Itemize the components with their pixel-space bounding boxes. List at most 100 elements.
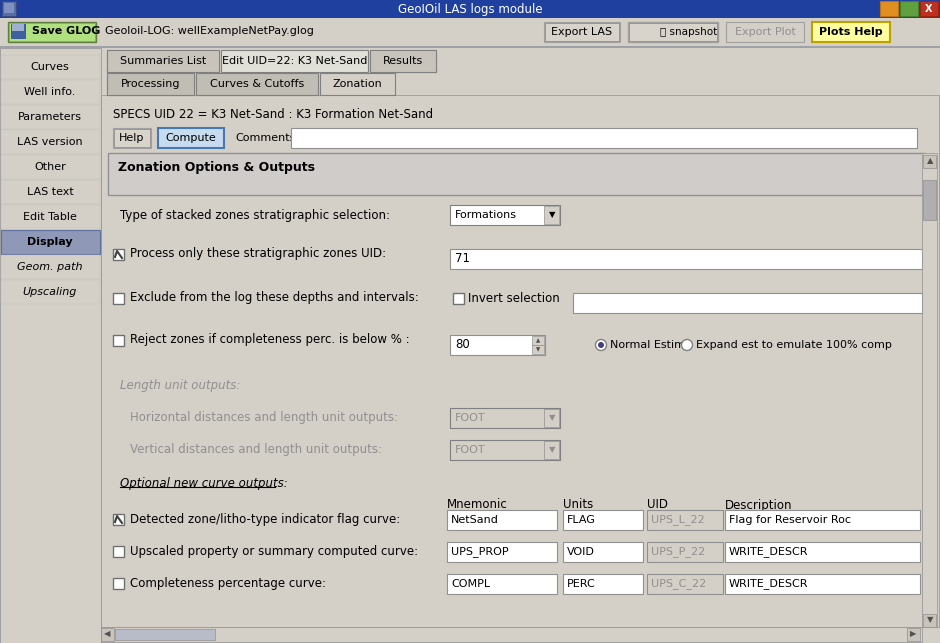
Text: Geom. path: Geom. path	[17, 262, 83, 272]
Bar	[647, 510, 723, 530]
Bar	[923, 614, 936, 627]
Text: Formations: Formations	[455, 210, 517, 220]
Bar	[647, 542, 723, 562]
Text: Other: Other	[34, 162, 66, 172]
Bar	[629, 23, 717, 41]
Bar	[450, 408, 560, 428]
Bar	[725, 542, 920, 562]
Text: ▼: ▼	[927, 615, 933, 624]
Bar	[725, 574, 920, 594]
Text: Horizontal distances and length unit outputs:: Horizontal distances and length unit out…	[130, 412, 398, 424]
Bar	[453, 293, 464, 304]
Bar	[320, 73, 395, 95]
Text: FOOT: FOOT	[455, 413, 486, 423]
Text: Save GLOG: Save GLOG	[32, 26, 101, 36]
Bar	[221, 50, 368, 72]
Bar	[2, 1, 16, 16]
Bar	[923, 155, 936, 168]
Bar	[450, 440, 560, 460]
Bar	[370, 52, 436, 72]
Text: ▼: ▼	[549, 210, 556, 219]
Text: Help: Help	[119, 133, 145, 143]
Text: X: X	[925, 3, 932, 14]
Text: GeoIOil LAS logs module: GeoIOil LAS logs module	[398, 3, 542, 15]
Bar	[291, 128, 917, 148]
Bar	[447, 510, 557, 530]
Text: UPS_C_22: UPS_C_22	[651, 579, 706, 590]
Bar	[0, 46, 940, 48]
Bar	[447, 542, 557, 562]
Text: Length unit outputs:: Length unit outputs:	[120, 379, 241, 392]
Text: LAS version: LAS version	[17, 137, 83, 147]
Text: FOOT: FOOT	[455, 445, 486, 455]
Text: Vertical distances and length unit outputs:: Vertical distances and length unit outpu…	[130, 444, 382, 457]
Text: 80: 80	[455, 338, 470, 352]
Bar	[101, 48, 940, 643]
Bar	[196, 75, 318, 95]
Bar	[113, 578, 124, 589]
Bar	[370, 50, 436, 72]
Bar	[450, 335, 545, 355]
Bar	[101, 628, 114, 641]
Bar	[1, 255, 100, 279]
Text: ▶: ▶	[910, 629, 916, 638]
Text: Flag for Reservoir Roc: Flag for Reservoir Roc	[729, 515, 851, 525]
Bar	[900, 1, 918, 16]
Text: UPS_PROP: UPS_PROP	[451, 547, 509, 557]
Text: UPS_P_22: UPS_P_22	[651, 547, 705, 557]
Text: SPECS UID 22 = K3 Net-Sand : K3 Formation Net-Sand: SPECS UID 22 = K3 Net-Sand : K3 Formatio…	[113, 109, 433, 122]
Bar	[158, 128, 224, 148]
Text: Geoloil-LOG: wellExampleNetPay.glog: Geoloil-LOG: wellExampleNetPay.glog	[105, 26, 314, 36]
Text: FLAG: FLAG	[567, 515, 596, 525]
Bar	[101, 627, 922, 642]
Bar	[0, 18, 940, 46]
Bar	[113, 293, 124, 304]
Text: UPS_L_22: UPS_L_22	[651, 514, 705, 525]
Text: Parameters: Parameters	[18, 112, 82, 122]
Bar	[647, 574, 723, 594]
Bar	[108, 153, 925, 195]
Text: Edit Table: Edit Table	[24, 212, 77, 222]
Bar	[447, 574, 557, 594]
Bar	[544, 206, 559, 224]
Text: WRITE_DESCR: WRITE_DESCR	[729, 547, 808, 557]
Bar	[11, 24, 25, 38]
Bar	[450, 249, 922, 269]
Bar	[107, 50, 219, 72]
Text: Summaries List: Summaries List	[120, 56, 206, 66]
Bar	[113, 514, 124, 525]
Bar	[107, 75, 194, 95]
Text: Normal Estim.: Normal Estim.	[610, 340, 689, 350]
Bar	[107, 52, 219, 72]
Bar	[450, 205, 560, 225]
Bar	[880, 1, 898, 16]
Circle shape	[596, 340, 606, 350]
Text: 71: 71	[455, 253, 470, 266]
Text: LAS text: LAS text	[26, 187, 73, 197]
Text: Well info.: Well info.	[24, 87, 76, 97]
Text: ▼: ▼	[549, 446, 556, 455]
Text: NetSand: NetSand	[451, 515, 499, 525]
Text: Export LAS: Export LAS	[552, 27, 613, 37]
Circle shape	[682, 340, 693, 350]
Bar	[544, 22, 620, 42]
Bar	[113, 546, 124, 557]
Text: Curves: Curves	[31, 62, 70, 72]
Text: VOID: VOID	[567, 547, 595, 557]
Text: Type of stacked zones stratigraphic selection:: Type of stacked zones stratigraphic sele…	[120, 208, 390, 221]
Text: ▲: ▲	[927, 156, 933, 165]
Text: COMPL: COMPL	[451, 579, 490, 589]
Text: Curves & Cutoffs: Curves & Cutoffs	[210, 79, 305, 89]
Bar	[0, 48, 101, 643]
Bar	[907, 628, 920, 641]
Bar	[4, 3, 14, 13]
Bar	[9, 23, 95, 41]
Bar	[113, 249, 124, 260]
Bar	[545, 23, 619, 41]
Bar	[113, 335, 124, 346]
Text: Display: Display	[27, 237, 72, 247]
Bar	[544, 441, 559, 459]
Text: Upscaled property or summary computed curve:: Upscaled property or summary computed cu…	[130, 545, 418, 559]
Bar	[923, 180, 936, 220]
Bar	[1, 80, 100, 104]
